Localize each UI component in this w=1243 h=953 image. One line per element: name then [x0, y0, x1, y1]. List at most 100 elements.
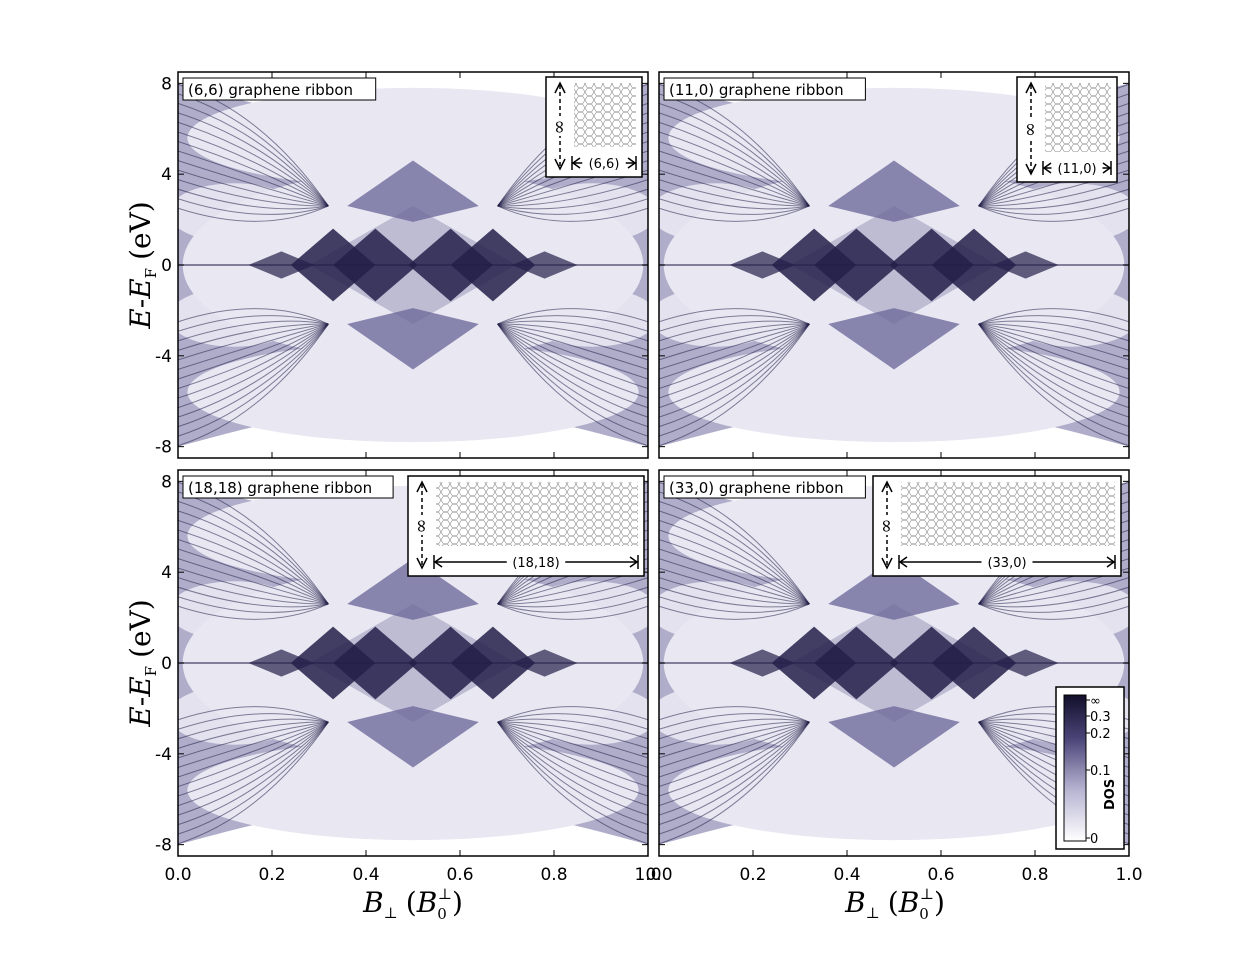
landau-line [497, 721, 648, 826]
landau-line [497, 179, 648, 207]
x-tick-label: 1.0 [634, 865, 661, 885]
xlabel-sup: ⊥ [438, 885, 452, 903]
landau-line [659, 721, 810, 797]
infinity-symbol: ∞ [1020, 122, 1041, 137]
landau-line [497, 323, 648, 447]
landau-line [497, 721, 648, 787]
landau-line [978, 323, 1129, 399]
arrow-head-right-icon [1106, 556, 1116, 568]
colorbar-label: DOS [1103, 779, 1118, 810]
landau-line [659, 721, 810, 787]
landau-line [659, 323, 810, 389]
spike [347, 308, 479, 370]
landau-line [178, 721, 329, 807]
landau-line [978, 323, 1129, 409]
colorbar-tick-label: 0.2 [1090, 727, 1111, 742]
landau-line [178, 539, 329, 605]
landau-line [978, 323, 1129, 370]
landau-line [178, 102, 329, 207]
landau-line [659, 721, 810, 749]
landau-line [497, 323, 648, 437]
landau-line [978, 179, 1129, 207]
x-tick-label: 0.8 [1021, 865, 1048, 885]
xlabel-paren-open: ( [406, 886, 417, 919]
landau-line [497, 323, 648, 370]
landau-line [978, 323, 1129, 389]
landau-line [659, 323, 810, 447]
landau-line [978, 603, 1129, 620]
landau-line [178, 308, 329, 325]
x-tick-label: 0.4 [352, 865, 379, 885]
infinity-symbol: ∞ [549, 120, 570, 135]
landau-line [978, 205, 1129, 222]
inset-width-label: (18,18) [512, 556, 559, 571]
landau-line [659, 315, 810, 332]
y-tick-label: 8 [161, 472, 172, 492]
landau-line [978, 320, 1129, 342]
arrow-head-down-icon [1025, 163, 1037, 176]
x-tick-label: 0.4 [833, 865, 860, 885]
landau-line [659, 112, 810, 207]
landau-line [978, 323, 1129, 437]
xlabel-b: B [362, 886, 384, 919]
landau-line [497, 721, 648, 768]
landau-line [497, 713, 648, 730]
landau-line [659, 721, 810, 807]
arrow-head-up-icon [881, 480, 893, 493]
landau-line [978, 323, 1129, 428]
inset-width-label: (11,0) [1057, 162, 1096, 177]
landau-line [497, 721, 648, 759]
landau-line [978, 323, 1129, 351]
y-tick-label: -8 [155, 836, 172, 856]
xlabel-b0: B [416, 886, 438, 919]
landau-line [178, 721, 329, 778]
colorbar: ∞0.3 0.2 0.1 0 DOS [1055, 686, 1125, 850]
ylabel-ef: E [124, 676, 157, 697]
landau-line [178, 721, 329, 768]
landau-line [659, 596, 810, 613]
landau-line [178, 205, 329, 222]
panel-1: 8 4 0 -4 -8 (6,6) graphene ribbon ∞ (6,6) [155, 71, 649, 459]
arrow-head-up-icon [1025, 81, 1037, 94]
landau-line [978, 188, 1129, 210]
landau-line [178, 198, 329, 215]
landau-line [978, 308, 1129, 325]
arrow-head-left-icon [1042, 162, 1052, 174]
arrow-head-up-icon [554, 81, 566, 94]
landau-line [497, 721, 648, 797]
y-tick-label: -4 [155, 745, 172, 765]
panel-3: 8 4 0 -4 -8 0.0 0.2 0.4 0.6 0.8 1.0 (18,18) graphen… [155, 469, 662, 885]
panel-title-box [182, 475, 394, 499]
landau-line [659, 529, 810, 605]
landau-line [178, 323, 329, 370]
landau-line [497, 323, 648, 389]
landau-line [497, 323, 648, 399]
dos-heatmap [178, 470, 648, 856]
landau-line [178, 315, 329, 332]
landau-line [497, 596, 648, 613]
landau-line [659, 558, 810, 605]
landau-line [659, 141, 810, 207]
landau-line [659, 721, 810, 816]
landau-line [659, 93, 810, 207]
x-tick-label: 0.2 [258, 865, 285, 885]
landau-line [497, 603, 648, 620]
xlabel-sub0: 0 [437, 905, 447, 923]
landau-line [178, 718, 329, 740]
ylabel-sub: F [142, 666, 160, 676]
panel-title-box [663, 77, 866, 101]
lattice-image [574, 83, 636, 147]
landau-line [659, 603, 810, 620]
colorbar-tick-label: 0.3 [1090, 710, 1111, 725]
landau-line [178, 169, 329, 207]
landau-line [978, 323, 1129, 380]
landau-line [659, 548, 810, 605]
landau-line [178, 112, 329, 207]
landau-line [178, 721, 329, 749]
landau-line [659, 323, 810, 399]
xlabel-perp: ⊥ [866, 904, 880, 922]
lattice-inset: ∞ (11,0) [1016, 76, 1118, 183]
arrow-head-down-icon [881, 557, 893, 570]
landau-line [178, 500, 329, 605]
xlabel-sub0: 0 [919, 905, 929, 923]
